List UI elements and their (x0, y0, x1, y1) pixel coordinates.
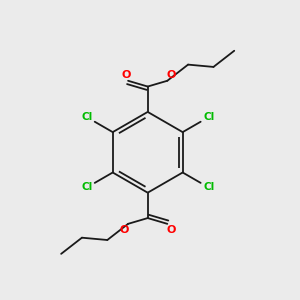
Text: Cl: Cl (203, 182, 214, 193)
Text: O: O (120, 225, 129, 235)
Text: Cl: Cl (81, 182, 92, 193)
Text: Cl: Cl (203, 112, 214, 122)
Text: O: O (166, 225, 176, 235)
Text: Cl: Cl (81, 112, 92, 122)
Text: O: O (121, 70, 130, 80)
Text: O: O (166, 70, 176, 80)
